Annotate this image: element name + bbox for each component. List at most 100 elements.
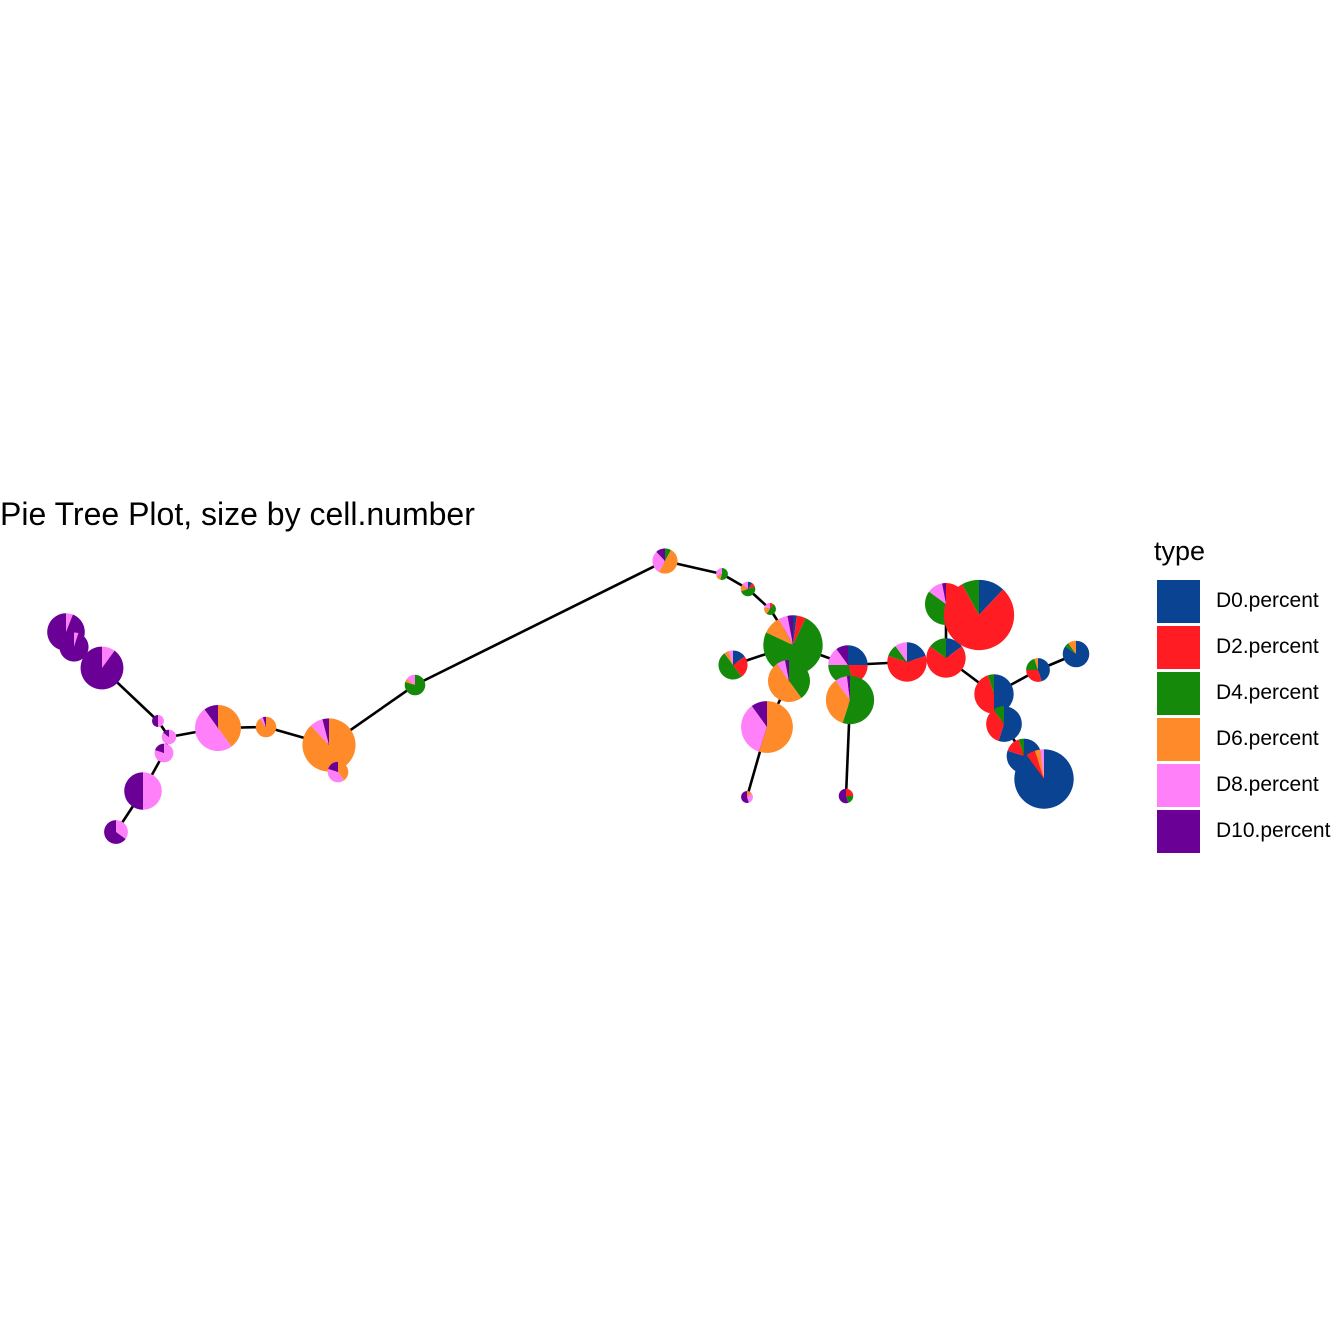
pie-slice-8-d6 — [255, 716, 277, 738]
pie-slice-6-d10 — [155, 743, 164, 753]
pie-slice-35-d0 — [1014, 749, 1074, 809]
pie-slice-11-d8 — [143, 772, 162, 810]
pie-slice-26-d0 — [907, 642, 926, 662]
pie-slice-19-d6 — [724, 651, 733, 665]
legend-swatch-d10 — [1157, 810, 1200, 853]
pie-slice-5-d8 — [161, 729, 177, 745]
pie-node-7 — [195, 704, 242, 751]
pie-slice-35-d2 — [1026, 750, 1044, 779]
pie-nodes — [47, 548, 1090, 844]
pie-node-8 — [255, 716, 277, 738]
pie-slice-15-d6 — [716, 574, 722, 580]
legend-label-d6: D6.percent — [1216, 727, 1319, 750]
pie-slice-17-d4 — [766, 604, 776, 615]
pie-node-29 — [943, 579, 1015, 651]
pie-slice-27-d2 — [926, 646, 966, 678]
pie-slice-26-d4 — [888, 646, 907, 662]
pie-slice-31-d2 — [1026, 670, 1042, 682]
pie-slice-14-d8 — [652, 551, 665, 573]
pie-node-19 — [718, 650, 748, 680]
pie-slice-8-d10 — [262, 716, 266, 727]
pie-slice-24-d4 — [842, 675, 875, 725]
pie-slice-15-d4 — [720, 568, 728, 580]
pie-slice-1-d8 — [66, 613, 73, 632]
legend-label-d10: D10.percent — [1216, 819, 1331, 842]
pie-slice-19-d8 — [728, 650, 733, 665]
pie-slice-7-d10 — [204, 704, 218, 728]
legend-item-d0: D0.percent — [1156, 580, 1319, 626]
legend-swatch-d2 — [1157, 626, 1200, 669]
pie-slice-31-d4 — [1026, 658, 1038, 670]
pie-slice-16-d6 — [740, 584, 748, 592]
pie-slice-33-d4 — [993, 706, 1004, 724]
pie-slice-28-d4 — [925, 591, 946, 625]
pie-node-22 — [741, 791, 753, 803]
pie-slice-2-d8 — [74, 632, 79, 647]
pie-node-11 — [124, 772, 162, 810]
legend-label-d4: D4.percent — [1216, 681, 1319, 704]
pie-slice-4-d10 — [152, 715, 158, 727]
legend-swatch-d8 — [1157, 764, 1200, 807]
pie-slice-21-d8 — [741, 706, 767, 752]
tree-edges — [64, 559, 1077, 833]
pie-slice-26-d8 — [895, 642, 907, 662]
pie-node-6 — [154, 743, 174, 763]
pie-slice-34-d2 — [1007, 739, 1024, 756]
pie-slice-18-d6 — [766, 618, 793, 645]
legend-item-d4: D4.percent — [1156, 672, 1319, 718]
pie-node-26 — [887, 642, 927, 682]
pie-slice-9-d10 — [322, 718, 329, 745]
pie-slice-20-d4 — [789, 660, 810, 698]
pie-slice-29-d4 — [962, 579, 979, 615]
pie-slice-30-d2 — [974, 675, 994, 714]
pie-node-18 — [763, 615, 823, 675]
pie-node-25 — [838, 788, 854, 804]
legend-swatch-d4 — [1157, 672, 1200, 715]
pie-slice-27-d4 — [930, 638, 946, 658]
legend-swatch-d6 — [1157, 718, 1200, 761]
pie-slice-10-d8 — [327, 768, 345, 783]
pie-slice-17-d2 — [770, 603, 774, 609]
pie-slice-7-d8 — [195, 709, 232, 751]
pie-slice-17-d6 — [764, 607, 770, 614]
pie-slice-23-d0 — [848, 645, 868, 665]
pie-slice-35-d6 — [1034, 749, 1044, 779]
pie-slice-24-d8 — [835, 676, 850, 700]
pie-slice-19-d2 — [733, 656, 748, 677]
pie-slice-27-d0 — [946, 638, 962, 658]
pie-slice-5-d10 — [163, 729, 169, 737]
pie-slice-18-d10 — [787, 615, 793, 645]
pie-slice-25-d2 — [846, 788, 854, 796]
pie-node-15 — [716, 568, 728, 580]
pie-slice-3-d8 — [102, 646, 115, 668]
pie-slice-11-d10 — [124, 772, 143, 810]
legend-label-d2: D2.percent — [1216, 635, 1319, 658]
pie-slice-9-d6 — [302, 718, 356, 772]
pie-slice-16-d4 — [741, 586, 756, 597]
pie-slice-15-d8 — [716, 568, 722, 576]
pie-slice-7-d6 — [218, 704, 242, 747]
pie-slice-20-d6 — [767, 664, 802, 703]
tree-edge-13-14 — [414, 559, 666, 687]
pie-slice-22-d10 — [741, 791, 749, 803]
legend-item-d10: D10.percent — [1156, 810, 1330, 856]
pie-slice-22-d8 — [747, 793, 753, 803]
legend-swatch-d0 — [1157, 580, 1200, 623]
pie-slice-30-d0 — [994, 674, 1014, 714]
pie-node-2 — [59, 632, 89, 662]
pie-slice-32-d4 — [1065, 643, 1076, 654]
pie-slice-10-d6 — [338, 761, 349, 781]
pie-slice-31-d0 — [1038, 658, 1050, 682]
pie-slice-8-d8 — [259, 717, 266, 727]
pie-slice-30-d4 — [987, 674, 994, 694]
pie-node-5 — [161, 729, 177, 745]
pie-slice-13-d6 — [405, 678, 415, 685]
pie-slice-22-d6 — [747, 791, 752, 797]
pie-node-12 — [104, 820, 128, 844]
legend-item-d6: D6.percent — [1156, 718, 1319, 764]
pie-slice-28-d10 — [942, 583, 946, 604]
pie-node-32 — [1062, 640, 1090, 668]
pie-node-16 — [740, 581, 756, 597]
pie-slice-25-d4 — [846, 796, 854, 803]
legend-item-d2: D2.percent — [1156, 626, 1319, 672]
